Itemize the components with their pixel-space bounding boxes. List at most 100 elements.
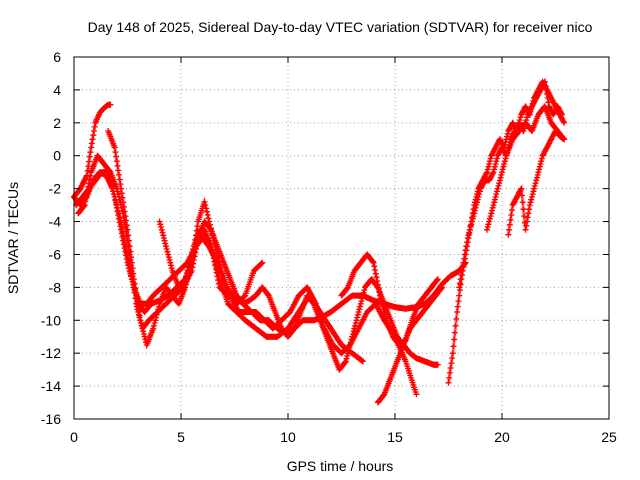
data-point xyxy=(526,206,533,213)
data-point xyxy=(494,185,501,192)
data-point xyxy=(115,212,122,219)
data-point xyxy=(376,288,383,295)
data-point xyxy=(374,278,381,284)
data-point xyxy=(348,336,355,343)
data-point xyxy=(522,226,529,233)
data-point xyxy=(382,311,388,318)
y-axis-label: SDTVAR / TECUs xyxy=(5,182,21,294)
data-point xyxy=(487,155,494,162)
data-point xyxy=(210,252,217,259)
series-trace-12 xyxy=(505,128,568,238)
data-point xyxy=(115,215,122,222)
data-point xyxy=(379,303,386,310)
data-point xyxy=(506,221,513,228)
data-point xyxy=(193,240,200,247)
data-point xyxy=(84,187,91,194)
data-point xyxy=(493,191,500,198)
data-point xyxy=(534,171,541,178)
data-point xyxy=(529,191,536,198)
data-point xyxy=(259,259,266,266)
data-point xyxy=(518,185,525,192)
data-point xyxy=(534,174,540,181)
data-point xyxy=(434,277,441,284)
data-point xyxy=(86,158,92,165)
data-point xyxy=(381,309,388,315)
series-path xyxy=(447,78,566,384)
data-point xyxy=(467,224,474,230)
plot-frame xyxy=(73,56,610,420)
data-point xyxy=(504,130,511,137)
data-point xyxy=(494,188,500,195)
data-point xyxy=(538,158,545,165)
data-point xyxy=(454,309,461,315)
data-point xyxy=(379,300,386,307)
data-point xyxy=(456,292,463,299)
data-point xyxy=(155,303,162,310)
x-tick-label: 20 xyxy=(494,429,510,445)
data-point xyxy=(91,128,97,134)
data-point xyxy=(484,226,490,233)
data-point xyxy=(525,210,532,217)
x-tick-label: 10 xyxy=(280,429,296,445)
data-point xyxy=(90,132,97,139)
data-point xyxy=(499,166,506,173)
data-point xyxy=(212,261,219,268)
y-tick-label: -8 xyxy=(49,279,62,295)
data-point xyxy=(191,248,198,255)
data-point xyxy=(491,166,498,173)
y-tick-label: -16 xyxy=(41,411,61,427)
data-point xyxy=(490,202,497,209)
data-point xyxy=(81,203,87,209)
data-point xyxy=(85,183,92,190)
data-point xyxy=(357,303,363,310)
data-point xyxy=(155,306,162,313)
data-point xyxy=(485,221,492,228)
data-point xyxy=(372,270,379,277)
data-point xyxy=(494,155,500,162)
data-point xyxy=(161,237,168,244)
data-point xyxy=(154,309,161,315)
y-tick-label: -4 xyxy=(49,214,62,230)
y-tick-label: 4 xyxy=(53,82,61,98)
data-point xyxy=(543,86,550,93)
data-point xyxy=(119,194,126,201)
data-point xyxy=(527,199,534,206)
data-point xyxy=(344,352,351,359)
data-point xyxy=(123,252,130,259)
data-point xyxy=(353,317,360,324)
data-point xyxy=(135,303,142,310)
data-point xyxy=(164,248,171,255)
data-point xyxy=(168,262,174,269)
data-point xyxy=(86,153,93,160)
data-point xyxy=(506,226,513,233)
data-point xyxy=(135,308,142,315)
data-point xyxy=(490,169,497,176)
data-point xyxy=(530,188,537,195)
data-point xyxy=(130,276,137,283)
data-point xyxy=(194,223,201,230)
series-trace-8 xyxy=(374,284,446,406)
data-point xyxy=(211,255,218,262)
data-point xyxy=(501,158,508,165)
data-point xyxy=(461,255,468,262)
data-point xyxy=(505,231,512,238)
data-point xyxy=(209,249,216,256)
data-point xyxy=(108,182,115,189)
data-point xyxy=(491,199,498,206)
data-point xyxy=(118,190,125,197)
data-point xyxy=(158,224,164,230)
data-point xyxy=(203,208,210,215)
data-point xyxy=(451,336,458,343)
data-point xyxy=(455,298,462,305)
data-point xyxy=(88,144,95,151)
x-tick-label: 25 xyxy=(601,429,617,445)
data-point xyxy=(193,243,199,250)
data-point xyxy=(140,328,147,335)
data-point xyxy=(343,355,350,362)
data-point xyxy=(115,191,122,198)
data-point xyxy=(189,256,196,263)
data-point xyxy=(168,265,175,272)
data-point xyxy=(188,259,195,266)
data-point xyxy=(486,215,493,222)
data-point xyxy=(541,78,548,85)
